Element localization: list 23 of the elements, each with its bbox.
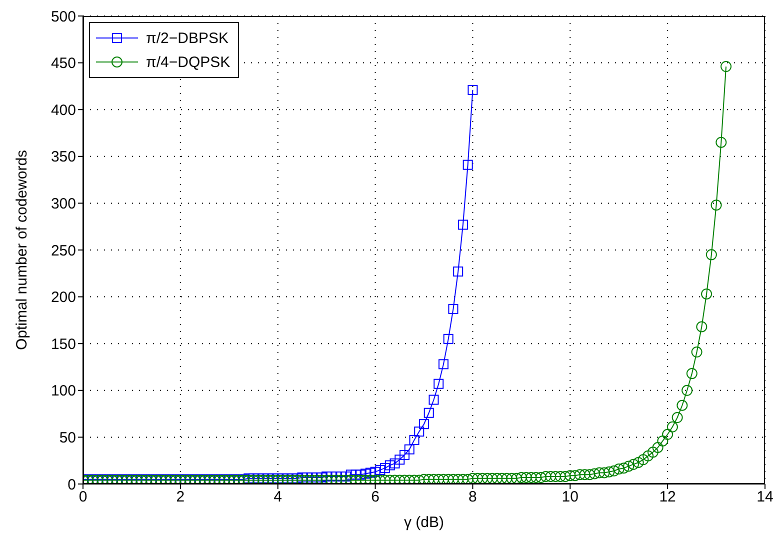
- y-axis-title: Optimal number of codewords: [13, 150, 30, 350]
- y-tick-label: 450: [50, 55, 76, 72]
- y-tick-label: 100: [50, 382, 76, 400]
- y-tick-label: 150: [50, 336, 76, 353]
- x-tick-label: 4: [274, 488, 282, 506]
- y-tick-label: 300: [50, 196, 76, 213]
- x-tick-label: 14: [756, 488, 774, 506]
- x-tick-label: 8: [468, 488, 477, 506]
- legend-label: π/4−DQPSK: [146, 54, 230, 70]
- y-tick-label: 250: [50, 242, 76, 260]
- y-tick-label: 50: [59, 430, 76, 447]
- y-tick-label: 0: [68, 476, 76, 494]
- x-tick-label: 0: [78, 488, 88, 506]
- legend-label: π/2−DBPSK: [146, 30, 228, 46]
- x-tick-label: 12: [659, 488, 676, 506]
- x-tick-label: 10: [562, 488, 578, 506]
- x-tick-label: 2: [176, 488, 185, 506]
- x-tick-label: 6: [371, 488, 380, 506]
- y-tick-label: 350: [50, 148, 76, 166]
- y-tick-label: 500: [50, 8, 76, 26]
- y-tick-label: 200: [50, 289, 76, 306]
- x-axis-title: γ (dB): [404, 514, 444, 531]
- y-tick-label: 400: [50, 102, 76, 119]
